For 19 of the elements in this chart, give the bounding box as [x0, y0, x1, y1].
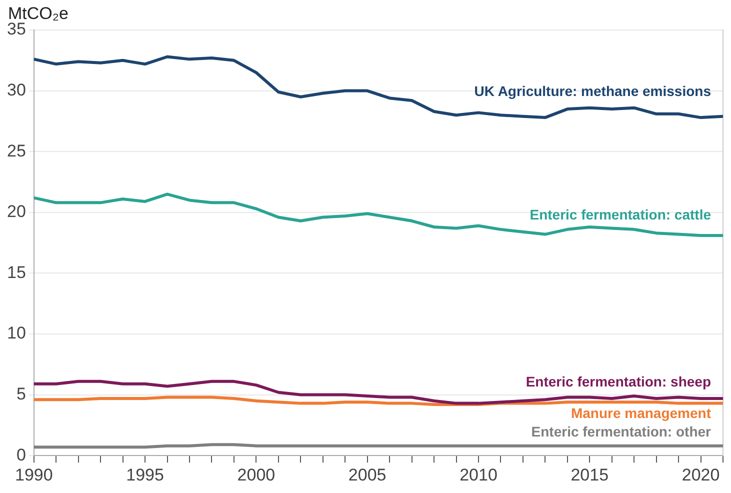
- x-tick-label: 2000: [237, 465, 276, 484]
- series-label: Enteric fermentation: cattle: [530, 206, 712, 222]
- x-tick-label: 1995: [126, 465, 164, 484]
- series-label: Manure management: [570, 405, 712, 422]
- y-tick-label: 15: [6, 262, 26, 282]
- y-tick-label: 0: [16, 445, 26, 464]
- series-label: UK Agriculture: methane emissions: [474, 83, 712, 100]
- y-tick-label: 5: [16, 384, 26, 404]
- x-tick-label: 2005: [348, 465, 386, 484]
- y-tick-label: 20: [6, 202, 26, 222]
- x-tick-label: 2010: [460, 465, 498, 484]
- y-tick-label: 10: [6, 324, 26, 343]
- series-label: Enteric fermentation: other: [531, 424, 712, 440]
- series-label: Enteric fermentation: sheep: [526, 373, 711, 390]
- x-tick-label: 2015: [570, 465, 609, 484]
- y-tick-label: 25: [6, 141, 26, 160]
- x-tick-label: 1990: [14, 465, 53, 484]
- x-tick-label: 2020: [682, 465, 720, 484]
- y-tick-label: 30: [6, 80, 26, 100]
